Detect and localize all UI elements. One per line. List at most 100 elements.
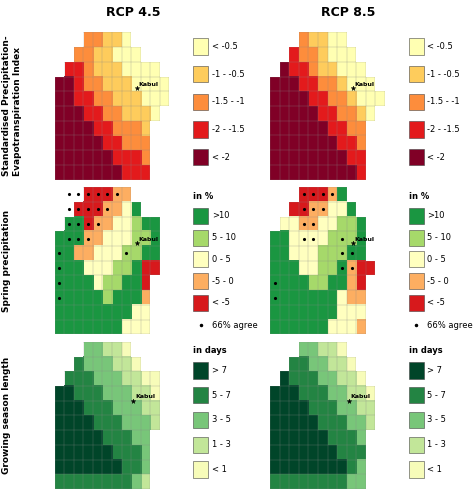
Bar [160, 32, 169, 47]
Bar [385, 371, 395, 386]
Bar [179, 260, 189, 275]
Bar [366, 305, 375, 319]
Text: -1.5 - -1: -1.5 - -1 [428, 97, 460, 106]
Bar [193, 273, 209, 289]
Bar [395, 430, 404, 445]
Bar [385, 121, 395, 135]
Bar [64, 342, 73, 356]
Text: in %: in % [193, 192, 213, 201]
Bar [179, 47, 189, 62]
Bar [64, 47, 73, 62]
Bar [169, 401, 179, 415]
Bar [193, 362, 209, 379]
Bar [409, 387, 424, 403]
Bar [395, 165, 404, 180]
Bar [375, 76, 385, 91]
Bar [169, 386, 179, 401]
Bar [409, 94, 424, 110]
Text: < -5: < -5 [428, 298, 446, 307]
Bar [169, 47, 179, 62]
Bar [375, 430, 385, 445]
Text: Kabul: Kabul [355, 237, 374, 242]
Bar [366, 290, 375, 305]
Bar [169, 319, 179, 334]
Bar [169, 32, 179, 47]
Bar [395, 202, 404, 217]
Bar [150, 305, 160, 319]
Bar [366, 430, 375, 445]
Bar [385, 430, 395, 445]
Bar [141, 187, 150, 202]
Bar [395, 275, 404, 290]
Bar [55, 32, 64, 47]
Text: Kabul: Kabul [135, 395, 155, 400]
Bar [375, 460, 385, 474]
Bar [179, 386, 189, 401]
Bar [356, 187, 366, 202]
Bar [169, 415, 179, 430]
Bar [289, 187, 299, 202]
Bar [385, 106, 395, 121]
Bar [347, 32, 356, 47]
Bar [141, 32, 150, 47]
Bar [193, 38, 209, 54]
Bar [193, 149, 209, 165]
Bar [385, 342, 395, 356]
Bar [179, 202, 189, 217]
Text: Kabul: Kabul [355, 82, 374, 87]
Bar [385, 246, 395, 260]
Bar [385, 217, 395, 232]
Bar [366, 217, 375, 232]
Bar [375, 62, 385, 76]
Bar [150, 150, 160, 165]
Bar [385, 202, 395, 217]
Bar [160, 290, 169, 305]
Bar [347, 187, 356, 202]
Bar [160, 305, 169, 319]
Bar [169, 62, 179, 76]
Text: 5 - 7: 5 - 7 [428, 391, 447, 400]
Bar [193, 412, 209, 428]
Bar [169, 460, 179, 474]
Bar [160, 415, 169, 430]
Bar [375, 305, 385, 319]
Bar [179, 401, 189, 415]
Bar [385, 474, 395, 489]
Text: 3 - 5: 3 - 5 [428, 416, 447, 425]
Bar [356, 47, 366, 62]
Bar [385, 165, 395, 180]
Bar [395, 415, 404, 430]
Bar [179, 135, 189, 150]
Bar [160, 47, 169, 62]
Text: >10: >10 [212, 212, 229, 221]
Bar [395, 32, 404, 47]
Bar [270, 202, 280, 217]
Text: -1.5 - -1: -1.5 - -1 [212, 97, 245, 106]
Bar [375, 401, 385, 415]
Bar [150, 187, 160, 202]
Bar [160, 445, 169, 460]
Bar [150, 474, 160, 489]
Bar [73, 187, 83, 202]
Bar [179, 342, 189, 356]
Bar [179, 319, 189, 334]
Bar [64, 32, 73, 47]
Bar [64, 356, 73, 371]
Bar [141, 47, 150, 62]
Text: < 1: < 1 [212, 465, 227, 474]
Bar [280, 356, 289, 371]
Text: < -2: < -2 [212, 153, 230, 162]
Bar [160, 356, 169, 371]
Bar [385, 135, 395, 150]
Bar [395, 91, 404, 106]
Bar [150, 202, 160, 217]
Bar [385, 305, 395, 319]
Text: -5 - 0: -5 - 0 [212, 276, 234, 286]
Bar [366, 246, 375, 260]
Bar [375, 202, 385, 217]
Bar [409, 462, 424, 478]
Bar [179, 246, 189, 260]
Bar [160, 202, 169, 217]
Bar [395, 187, 404, 202]
Bar [131, 32, 141, 47]
